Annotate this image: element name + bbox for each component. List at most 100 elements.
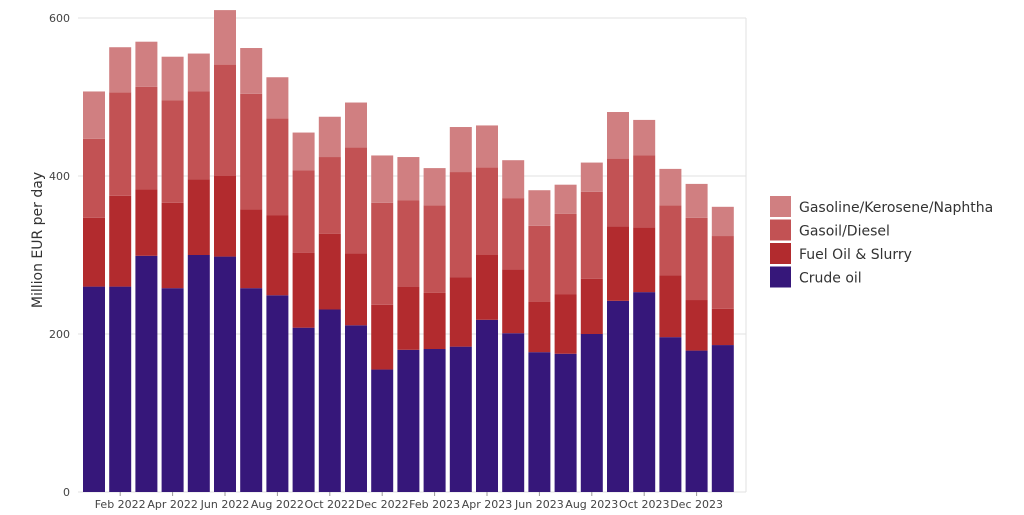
bar-crude-oil-8 bbox=[292, 327, 315, 492]
bar-gasoil-diesel-7 bbox=[266, 118, 289, 216]
legend-swatch-fuel-oil-slurry bbox=[770, 243, 791, 264]
bar-gasoline-kerosene-naphtha-8 bbox=[292, 132, 315, 171]
bar-gasoil-diesel-0 bbox=[83, 138, 105, 218]
y-tick-label: 0 bbox=[63, 486, 70, 499]
bar-crude-oil-17 bbox=[528, 352, 551, 492]
bar-fuel-oil-slurry-3 bbox=[161, 202, 184, 289]
x-axis-ticks: Feb 2022 Apr 2022 Jun 2022 Aug 2022 Oct 2022… bbox=[95, 492, 723, 511]
x-tick-label: Apr 2023 bbox=[462, 498, 513, 511]
bar-fuel-oil-slurry-4 bbox=[187, 179, 210, 255]
bar-fuel-oil-slurry-8 bbox=[292, 252, 315, 328]
bar-fuel-oil-slurry-7 bbox=[266, 215, 289, 296]
bar-gasoil-diesel-24 bbox=[711, 236, 734, 309]
x-tick-label: Feb 2022 bbox=[95, 498, 146, 511]
bar-crude-oil-1 bbox=[109, 286, 132, 492]
bar-gasoil-diesel-6 bbox=[240, 93, 263, 210]
bar-gasoil-diesel-5 bbox=[214, 64, 236, 176]
bar-fuel-oil-slurry-2 bbox=[135, 189, 158, 256]
x-tick-label: Jun 2023 bbox=[514, 498, 564, 511]
bar-fuel-oil-slurry-13 bbox=[423, 292, 446, 350]
bar-gasoil-diesel-1 bbox=[109, 92, 132, 196]
bar-gasoil-diesel-20 bbox=[607, 158, 629, 227]
bar-crude-oil-19 bbox=[580, 334, 603, 492]
bar-gasoline-kerosene-naphtha-18 bbox=[554, 184, 577, 214]
legend-label: Gasoline/Kerosene/Naphtha bbox=[799, 200, 993, 216]
bar-gasoline-kerosene-naphtha-19 bbox=[580, 162, 603, 192]
bar-gasoline-kerosene-naphtha-0 bbox=[83, 91, 105, 139]
bar-gasoline-kerosene-naphtha-14 bbox=[449, 127, 472, 173]
bar-fuel-oil-slurry-14 bbox=[449, 277, 472, 347]
bar-gasoil-diesel-9 bbox=[318, 157, 341, 234]
bar-fuel-oil-slurry-24 bbox=[711, 308, 734, 346]
bar-gasoline-kerosene-naphtha-22 bbox=[659, 168, 682, 206]
bar-crude-oil-23 bbox=[685, 350, 708, 492]
bar-crude-oil-15 bbox=[476, 319, 498, 492]
bar-fuel-oil-slurry-6 bbox=[240, 209, 263, 289]
y-tick-label: 200 bbox=[49, 328, 70, 341]
legend-label: Fuel Oil & Slurry bbox=[799, 247, 912, 263]
bar-fuel-oil-slurry-20 bbox=[607, 226, 629, 301]
bar-crude-oil-13 bbox=[423, 349, 446, 492]
bar-gasoil-diesel-16 bbox=[502, 198, 525, 270]
bar-fuel-oil-slurry-19 bbox=[580, 278, 603, 334]
bar-fuel-oil-slurry-23 bbox=[685, 300, 708, 351]
bar-fuel-oil-slurry-0 bbox=[83, 217, 105, 287]
bar-gasoil-diesel-2 bbox=[135, 86, 158, 190]
bar-gasoline-kerosene-naphtha-23 bbox=[685, 183, 708, 218]
bar-crude-oil-22 bbox=[659, 337, 682, 492]
legend-label: Gasoil/Diesel bbox=[799, 224, 890, 240]
bar-crude-oil-3 bbox=[161, 288, 184, 492]
bar-gasoline-kerosene-naphtha-11 bbox=[371, 155, 394, 203]
x-tick-label: Jun 2022 bbox=[200, 498, 250, 511]
bar-crude-oil-10 bbox=[345, 325, 367, 492]
bar-gasoil-diesel-22 bbox=[659, 205, 682, 276]
bar-fuel-oil-slurry-9 bbox=[318, 233, 341, 310]
bar-gasoline-kerosene-naphtha-21 bbox=[633, 119, 656, 156]
bar-crude-oil-24 bbox=[711, 345, 734, 492]
bar-fuel-oil-slurry-16 bbox=[502, 269, 525, 334]
bar-gasoline-kerosene-naphtha-7 bbox=[266, 77, 289, 119]
bar-gasoil-diesel-14 bbox=[449, 172, 472, 278]
bar-fuel-oil-slurry-17 bbox=[528, 301, 551, 353]
bar-fuel-oil-slurry-1 bbox=[109, 195, 132, 287]
bar-crude-oil-11 bbox=[371, 369, 394, 492]
bar-gasoline-kerosene-naphtha-15 bbox=[476, 125, 498, 168]
bar-gasoil-diesel-10 bbox=[345, 147, 367, 254]
bar-crude-oil-20 bbox=[607, 300, 629, 492]
bar-gasoline-kerosene-naphtha-4 bbox=[187, 53, 210, 92]
x-tick-label: Apr 2022 bbox=[147, 498, 198, 511]
bar-gasoil-diesel-11 bbox=[371, 202, 394, 305]
y-tick-label: 600 bbox=[49, 12, 70, 25]
bar-fuel-oil-slurry-15 bbox=[476, 255, 498, 320]
legend-swatch-gasoil-diesel bbox=[770, 219, 791, 241]
x-tick-label: Dec 2023 bbox=[670, 498, 723, 511]
bar-crude-oil-16 bbox=[502, 333, 525, 492]
bar-crude-oil-4 bbox=[187, 255, 210, 492]
bar-crude-oil-7 bbox=[266, 295, 289, 492]
bar-crude-oil-18 bbox=[554, 353, 577, 492]
bar-gasoil-diesel-8 bbox=[292, 170, 315, 253]
bar-fuel-oil-slurry-10 bbox=[345, 253, 367, 326]
x-tick-label: Feb 2023 bbox=[409, 498, 460, 511]
bar-fuel-oil-slurry-21 bbox=[633, 227, 656, 293]
bar-crude-oil-5 bbox=[214, 256, 236, 492]
bar-gasoil-diesel-17 bbox=[528, 225, 551, 302]
x-tick-label: Oct 2023 bbox=[619, 498, 670, 511]
bar-gasoline-kerosene-naphtha-3 bbox=[161, 56, 184, 101]
bar-fuel-oil-slurry-11 bbox=[371, 304, 394, 370]
bar-gasoline-kerosene-naphtha-9 bbox=[318, 116, 341, 158]
bar-crude-oil-14 bbox=[449, 346, 472, 492]
y-axis-ticks: 0 200 400 600 bbox=[49, 12, 70, 499]
bar-fuel-oil-slurry-18 bbox=[554, 294, 577, 354]
bar-gasoil-diesel-23 bbox=[685, 217, 708, 301]
bar-fuel-oil-slurry-12 bbox=[397, 286, 420, 350]
x-tick-label: Aug 2022 bbox=[251, 498, 304, 511]
legend: Gasoline/Kerosene/Naphtha Gasoil/Diesel Fu… bbox=[770, 196, 993, 288]
bar-crude-oil-6 bbox=[240, 288, 263, 492]
bar-crude-oil-9 bbox=[318, 309, 341, 492]
y-tick-label: 400 bbox=[49, 170, 70, 183]
bar-gasoline-kerosene-naphtha-10 bbox=[345, 102, 367, 148]
legend-label: Crude oil bbox=[799, 271, 862, 287]
